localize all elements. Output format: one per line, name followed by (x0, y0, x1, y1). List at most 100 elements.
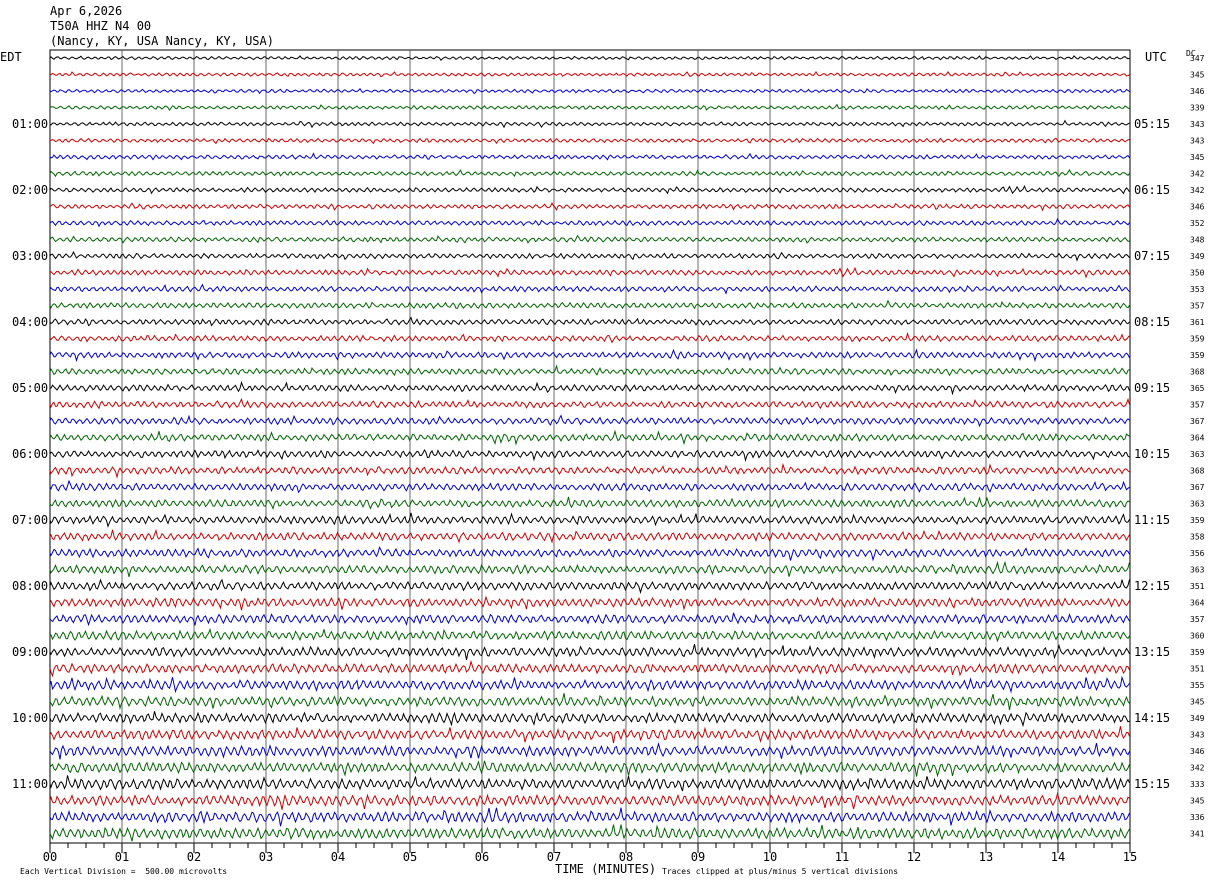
right-timezone-label: UTC (1145, 50, 1167, 64)
seismic-trace (49, 250, 1130, 262)
right-hour-label: 12:15 (1134, 579, 1170, 593)
right-hour-label: 08:15 (1134, 315, 1170, 329)
left-hour-label: 11:00 (12, 777, 48, 791)
seismic-trace (49, 693, 1130, 711)
seismic-trace (49, 184, 1130, 195)
dc-offset-value: 368 (1190, 368, 1205, 377)
seismic-trace (49, 643, 1130, 660)
seismic-trace (49, 448, 1130, 462)
left-hour-label: 09:00 (12, 645, 48, 659)
seismic-trace (49, 201, 1130, 212)
seismic-trace (49, 578, 1130, 595)
seismic-trace (49, 595, 1130, 611)
x-tick-label: 08 (619, 850, 633, 864)
x-tick-label: 05 (403, 850, 417, 864)
right-hour-label: 13:15 (1134, 645, 1170, 659)
seismic-trace (49, 414, 1130, 428)
seismic-trace (49, 612, 1130, 627)
x-tick-label: 03 (259, 850, 273, 864)
left-hour-label: 05:00 (12, 381, 48, 395)
dc-offset-value: 363 (1190, 500, 1205, 509)
left-hour-label: 01:00 (12, 117, 48, 131)
seismic-trace (49, 397, 1130, 410)
x-tick-label: 00 (43, 850, 57, 864)
x-tick-label: 10 (763, 850, 777, 864)
dc-offset-value: 346 (1190, 203, 1205, 212)
station-code: T50A HHZ N4 00 (50, 19, 152, 33)
seismic-trace (49, 331, 1130, 344)
left-hour-label: 07:00 (12, 513, 48, 527)
right-hour-label: 07:15 (1134, 249, 1170, 263)
right-hour-label: 09:15 (1134, 381, 1170, 395)
dc-offset-value: 351 (1190, 582, 1205, 591)
station-location: (Nancy, KY, USA Nancy, KY, USA) (50, 34, 274, 48)
dc-offset-value: 348 (1190, 236, 1205, 245)
seismic-trace (49, 726, 1130, 744)
seismic-trace (49, 266, 1130, 279)
dc-offset-value: 336 (1190, 813, 1205, 822)
x-tick-label: 04 (331, 850, 345, 864)
seismic-trace (49, 380, 1130, 396)
dc-offset-value: 365 (1190, 384, 1205, 393)
right-hour-label: 11:15 (1134, 513, 1170, 527)
dc-offset-value: 333 (1190, 780, 1205, 789)
x-tick-label: 14 (1051, 850, 1065, 864)
right-hour-label: 14:15 (1134, 711, 1170, 725)
dc-offset-value: 351 (1190, 665, 1205, 674)
dc-offset-value: 359 (1190, 335, 1205, 344)
left-hour-label: 04:00 (12, 315, 48, 329)
seismic-trace (49, 545, 1130, 562)
seismic-trace (49, 742, 1130, 760)
dc-offset-value: 357 (1190, 401, 1205, 410)
x-tick-label: 13 (979, 850, 993, 864)
dc-offset-value: 349 (1190, 714, 1205, 723)
dc-offset-value: 346 (1190, 87, 1205, 96)
dc-offset-value: 359 (1190, 516, 1205, 525)
dc-offset-value: 343 (1190, 137, 1205, 146)
seismic-trace (49, 627, 1130, 643)
seismic-trace (49, 137, 1130, 145)
seismic-trace (49, 316, 1130, 327)
dc-offset-value: 345 (1190, 797, 1205, 806)
dc-offset-value: 352 (1190, 219, 1205, 228)
dc-offset-value: 358 (1190, 533, 1205, 542)
right-hour-label: 10:15 (1134, 447, 1170, 461)
seismic-trace (49, 512, 1130, 528)
plot-frame (49, 49, 1131, 844)
dc-offset-value: 361 (1190, 318, 1205, 327)
x-tick-label: 15 (1123, 850, 1137, 864)
plot-date: Apr 6,2026 (50, 4, 123, 18)
seismic-trace (49, 55, 1130, 61)
left-hour-label: 03:00 (12, 249, 48, 263)
left-hour-label: 06:00 (12, 447, 48, 461)
right-hour-label: 06:15 (1134, 183, 1170, 197)
dc-offset-value: 360 (1190, 632, 1205, 641)
dc-offset-value: 350 (1190, 269, 1205, 278)
dc-offset-value: 342 (1190, 170, 1205, 179)
dc-label: DC (1186, 49, 1196, 58)
left-timezone-label: EDT (0, 50, 22, 64)
x-tick-label: 11 (835, 850, 849, 864)
seismic-trace (49, 299, 1130, 310)
x-tick-label: 07 (547, 850, 561, 864)
seismic-trace (49, 70, 1130, 78)
dc-offset-value: 347 (1190, 54, 1205, 63)
seismic-trace (49, 283, 1130, 295)
seismic-trace (49, 217, 1130, 228)
dc-offset-value: 342 (1190, 764, 1205, 773)
seismic-trace (49, 429, 1130, 446)
dc-offset-value: 363 (1190, 566, 1205, 575)
dc-offset-value: 339 (1190, 104, 1205, 113)
dc-offset-value: 368 (1190, 467, 1205, 476)
dc-offset-value: 363 (1190, 450, 1205, 459)
seismic-trace (49, 775, 1130, 792)
seismic-trace (49, 675, 1130, 694)
seismic-trace (49, 711, 1130, 728)
seismic-trace (49, 496, 1130, 510)
clip-note: Traces clipped at plus/minus 5 vertical … (662, 867, 899, 876)
seismic-trace (49, 348, 1130, 363)
x-tick-label: 06 (475, 850, 489, 864)
dc-offset-value: 357 (1190, 615, 1205, 624)
left-hour-label: 02:00 (12, 183, 48, 197)
